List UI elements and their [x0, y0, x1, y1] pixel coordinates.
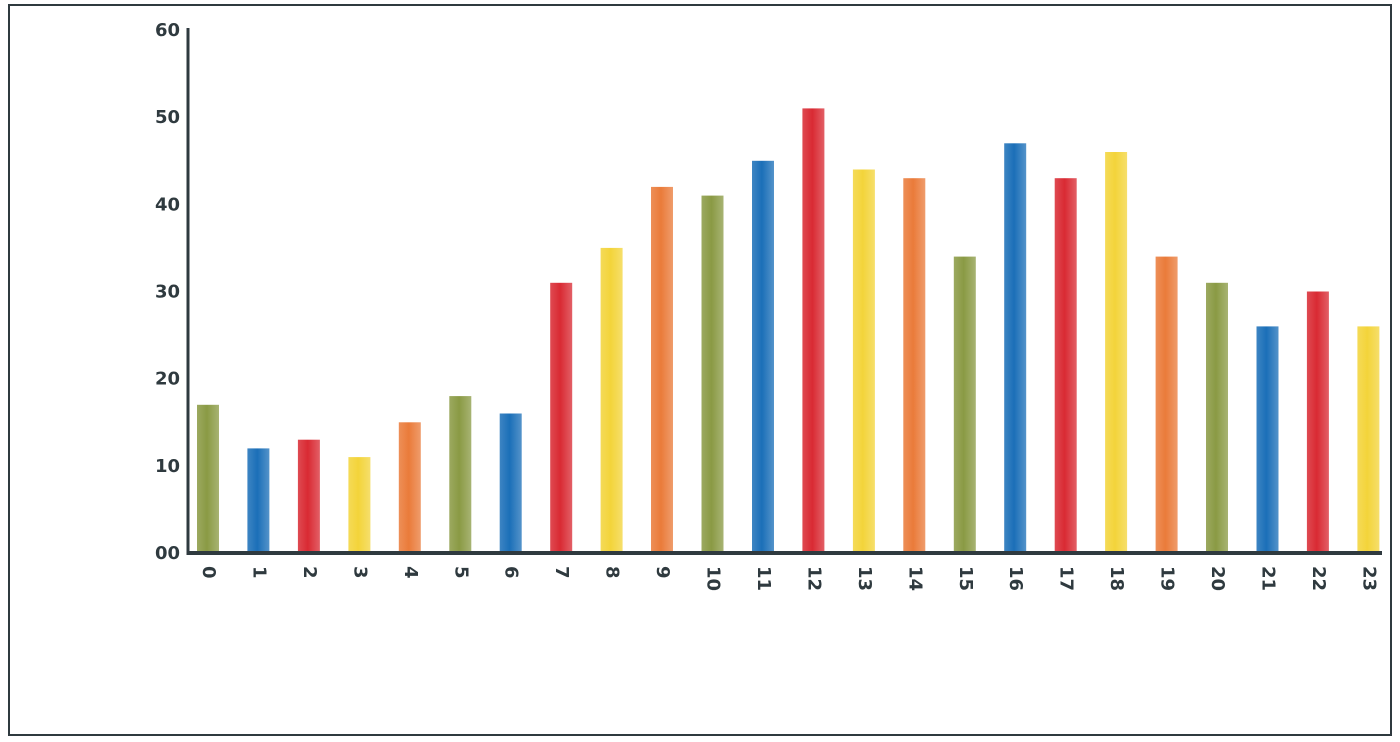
x-tick-label: 0 [198, 566, 219, 579]
bar-11 [752, 160, 774, 554]
x-tick-label: 10 [703, 566, 724, 591]
x-tick-label: 7 [551, 566, 572, 579]
x-tick-label: 8 [602, 566, 623, 579]
x-tick-label: 17 [1056, 566, 1077, 591]
y-axis-ticks: 00 10 20 30 40 50 60 [155, 20, 180, 564]
bar-1 [247, 448, 270, 553]
bar-19 [1155, 256, 1178, 553]
bar-3 [348, 457, 371, 553]
bar-23 [1357, 326, 1380, 553]
bar-7 [550, 282, 573, 553]
bar-9 [651, 186, 673, 553]
x-tick-label: 20 [1207, 566, 1228, 591]
x-tick-label: 5 [450, 566, 471, 579]
y-tick-label: 00 [155, 543, 180, 564]
bar-16 [1004, 143, 1027, 554]
bar-10 [701, 195, 724, 553]
bar-6 [499, 413, 522, 553]
bar-5 [449, 396, 472, 553]
x-tick-label: 22 [1308, 566, 1329, 591]
x-tick-label: 16 [1005, 566, 1026, 591]
bar-14 [903, 178, 926, 553]
bars [197, 108, 1380, 554]
bar-2 [297, 439, 320, 553]
x-tick-label: 13 [854, 566, 875, 591]
bar-20 [1206, 282, 1228, 553]
y-tick-label: 60 [155, 20, 180, 41]
x-tick-label: 12 [803, 566, 824, 591]
y-tick-label: 30 [155, 282, 180, 303]
bar-18 [1105, 152, 1128, 553]
x-tick-label: 4 [400, 566, 421, 579]
y-tick-label: 40 [155, 194, 180, 215]
x-tick-label: 1 [248, 566, 269, 579]
x-tick-label: 15 [955, 566, 976, 591]
x-tick-label: 14 [904, 566, 925, 591]
x-tick-label: 21 [1257, 566, 1278, 591]
bar-17 [1054, 178, 1077, 553]
x-tick-label: 18 [1106, 566, 1127, 591]
x-tick-label: 23 [1358, 566, 1379, 591]
bar-15 [953, 256, 976, 553]
bar-22 [1306, 291, 1329, 553]
bar-12 [802, 108, 825, 554]
y-tick-label: 10 [155, 456, 180, 477]
bar-0 [197, 404, 219, 553]
bar-21 [1256, 326, 1279, 553]
y-tick-label: 50 [155, 107, 180, 128]
x-tick-label: 11 [753, 566, 774, 591]
x-tick-label: 9 [652, 566, 673, 579]
x-tick-label: 6 [501, 566, 522, 579]
x-tick-label: 3 [349, 566, 370, 579]
bar-8 [600, 247, 623, 553]
y-tick-label: 20 [155, 369, 180, 390]
bar-4 [398, 422, 421, 554]
x-tick-label: 19 [1157, 566, 1178, 591]
bar-13 [852, 169, 875, 553]
x-tick-label: 2 [299, 566, 320, 579]
x-axis-ticks: 0 1 2 3 4 5 6 7 8 9 10 11 12 13 14 15 16 17 18 19 20 21 22 23 [198, 566, 1379, 591]
